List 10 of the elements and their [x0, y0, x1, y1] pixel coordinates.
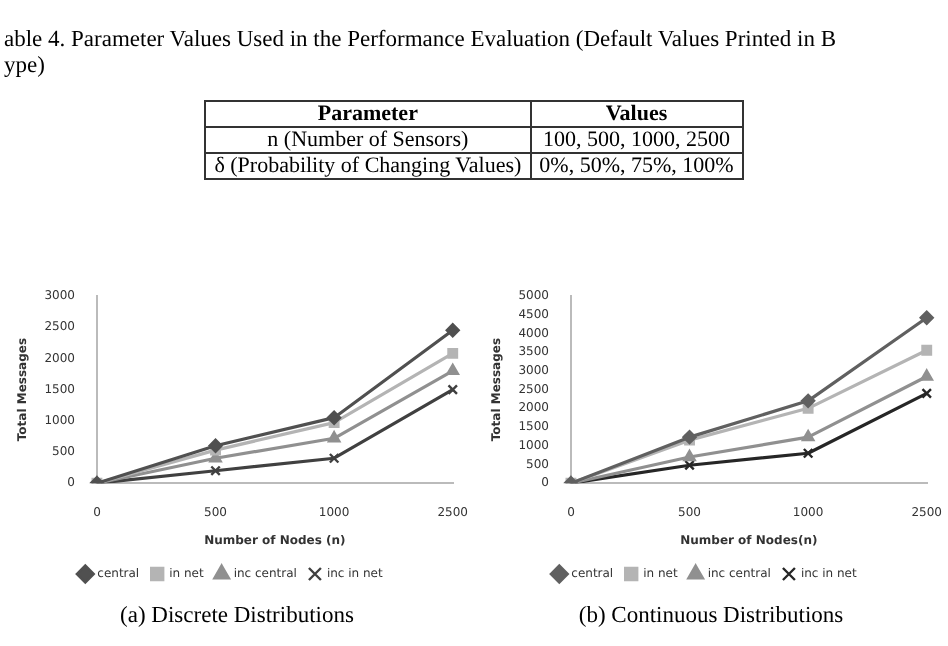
- text: Parameter: [205, 101, 531, 127]
- text: ype): [4, 54, 47, 80]
- text: n (Number of Sensors): [205, 127, 531, 153]
- text: δ (Probability of Changing Values): [205, 153, 531, 179]
- text: Values: [530, 101, 743, 127]
- text: 100, 500, 1000, 2500: [530, 127, 743, 153]
- text: 0%, 50%, 75%, 100%: [530, 153, 743, 179]
- text: (a) Discrete Distributions: [118, 604, 356, 628]
- text: (b) Continuous Distributions: [576, 604, 846, 628]
- text: able 4. Parameter Values Used in the Performance Evaluation (Default Values Printed in B: [4, 28, 839, 54]
